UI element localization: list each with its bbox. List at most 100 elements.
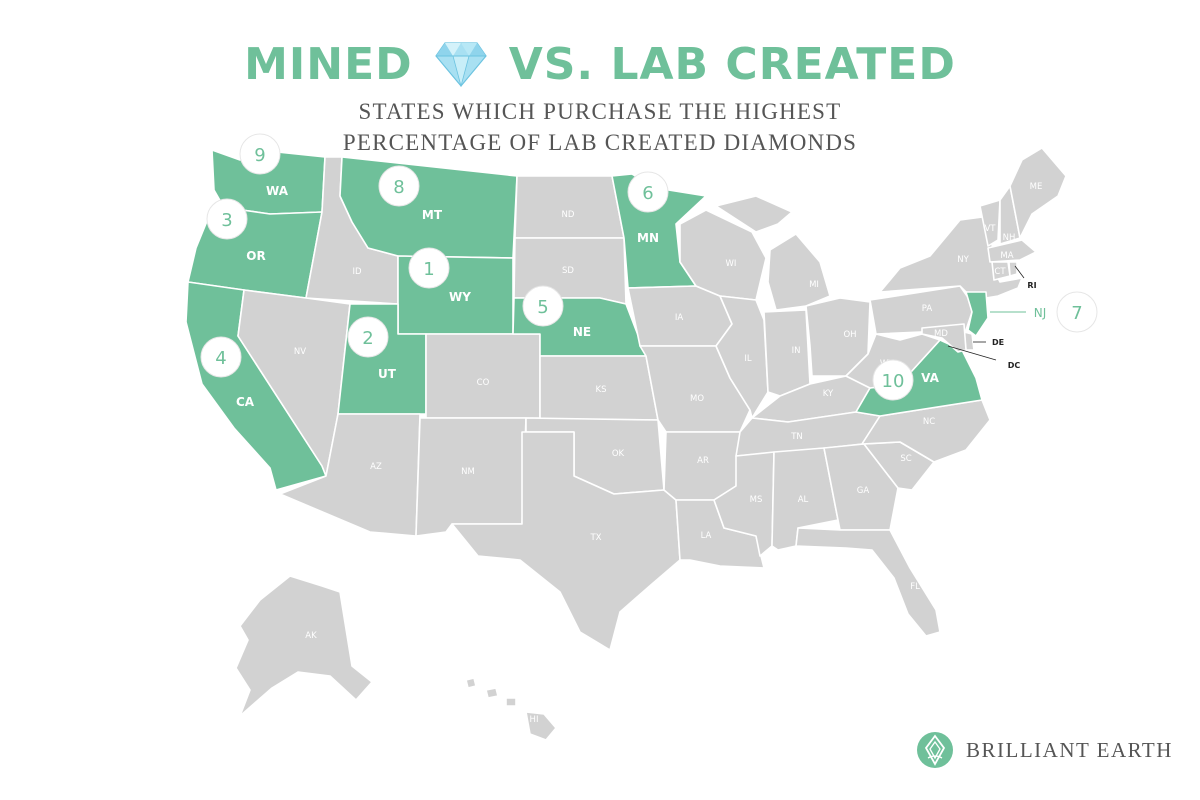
state-nm — [415, 417, 527, 537]
title-lab-created: VS. LAB CREATED — [508, 38, 956, 90]
rank-badge-wa: 9 — [239, 133, 281, 175]
rank-number: 9 — [254, 145, 265, 166]
label-ak: AK — [305, 631, 317, 641]
label-dc: DC — [1008, 361, 1021, 370]
label-nc: NC — [923, 417, 935, 427]
state-vt — [979, 199, 1001, 247]
label-ms: MS — [750, 495, 763, 505]
state-ma — [987, 239, 1037, 263]
label-ia: IA — [675, 313, 684, 323]
label-wy: WY — [449, 290, 471, 304]
diamond-icon — [434, 42, 487, 87]
label-la: LA — [701, 531, 712, 541]
brilliant-earth-logo-icon — [917, 732, 953, 768]
label-de: DE — [992, 338, 1004, 347]
rank-number: 5 — [537, 297, 548, 318]
label-tx: TX — [589, 533, 601, 543]
rank-badge-va: 10 — [872, 359, 914, 401]
state-co — [425, 333, 541, 419]
rank-badge-ut: 2 — [347, 316, 389, 358]
label-me: ME — [1030, 182, 1043, 192]
label-wi: WI — [726, 259, 737, 269]
label-nj: NJ — [1034, 306, 1047, 320]
label-hi: HI — [530, 715, 539, 725]
rank-badge-ca: 4 — [200, 336, 242, 378]
state-nj — [965, 291, 989, 337]
state-ak — [235, 575, 373, 717]
label-pa: PA — [922, 304, 933, 314]
rank-number: 3 — [221, 210, 232, 231]
label-sd: SD — [562, 266, 574, 276]
label-oh: OH — [843, 330, 856, 340]
state-mi — [715, 195, 831, 311]
rank-badge-nj: 7 — [1056, 291, 1098, 333]
rank-badge-mn: 6 — [627, 171, 669, 213]
label-il: IL — [744, 354, 752, 364]
label-ks: KS — [596, 385, 607, 395]
label-ne: NE — [573, 325, 591, 339]
state-fl — [795, 527, 941, 637]
subtitle: STATES WHICH PURCHASE THE HIGHEST PERCEN… — [300, 96, 900, 158]
rank-badge-mt: 8 — [378, 165, 420, 207]
label-nm: NM — [461, 467, 475, 477]
rank-badge-ne: 5 — [522, 285, 564, 327]
state-me — [1009, 147, 1067, 239]
label-mn: MN — [637, 231, 659, 245]
label-ky: KY — [823, 389, 834, 399]
label-in: IN — [792, 346, 801, 356]
rank-badge-or: 3 — [206, 198, 248, 240]
label-ok: OK — [612, 449, 625, 459]
rank-badges: 1 2 3 4 5 6 7 8 9 10 — [200, 133, 1098, 401]
state-in — [763, 309, 811, 397]
rank-number: 1 — [423, 259, 434, 280]
label-wa: WA — [266, 184, 289, 198]
state-ri — [1008, 261, 1018, 277]
label-ca: CA — [236, 395, 255, 409]
rank-number: 10 — [882, 371, 905, 392]
label-mt: MT — [422, 208, 443, 222]
label-nh: NH — [1003, 233, 1016, 243]
rank-number: 2 — [362, 328, 373, 349]
label-az: AZ — [370, 462, 382, 472]
state-az — [279, 413, 421, 537]
label-co: CO — [477, 378, 490, 388]
state-tx — [451, 431, 681, 651]
label-or: OR — [246, 249, 265, 263]
label-va: VA — [921, 371, 939, 385]
subtitle-line-1: STATES WHICH PURCHASE THE HIGHEST — [358, 99, 842, 124]
label-ut: UT — [378, 367, 397, 381]
label-vt: VT — [984, 224, 996, 234]
rank-number: 4 — [215, 348, 226, 369]
label-sc: SC — [900, 454, 911, 464]
brand: BRILLIANT EARTH — [916, 728, 1173, 772]
label-mo: MO — [690, 394, 704, 404]
rank-number: 7 — [1071, 303, 1082, 324]
page-title: MINED VS. LAB CREATED — [0, 34, 1200, 94]
state-hi — [465, 677, 557, 741]
label-al: AL — [798, 495, 809, 505]
label-ri: RI — [1027, 281, 1036, 290]
small-state-callouts: RI DE DC NJ — [947, 265, 1047, 370]
label-id: ID — [352, 267, 362, 277]
label-ga: GA — [857, 486, 870, 496]
label-ar: AR — [697, 456, 709, 466]
label-tn: TN — [790, 432, 803, 442]
title-mined: MINED — [244, 38, 413, 90]
brand-name: BRILLIANT EARTH — [966, 737, 1173, 762]
subtitle-line-2: PERCENTAGE OF LAB CREATED DIAMONDS — [342, 130, 858, 155]
label-ny: NY — [957, 255, 969, 265]
label-ma: MA — [1000, 251, 1013, 261]
label-fl: FL — [910, 582, 920, 592]
label-mi: MI — [809, 280, 819, 290]
state-nd — [514, 175, 625, 239]
rank-badge-wy: 1 — [408, 247, 450, 289]
rank-number: 6 — [642, 183, 653, 204]
label-nv: NV — [294, 347, 306, 357]
label-nd: ND — [562, 210, 575, 220]
rank-number: 8 — [393, 177, 404, 198]
label-ct: CT — [994, 267, 1006, 277]
label-md: MD — [934, 329, 948, 339]
state-il — [715, 295, 769, 419]
state-md — [921, 323, 967, 353]
